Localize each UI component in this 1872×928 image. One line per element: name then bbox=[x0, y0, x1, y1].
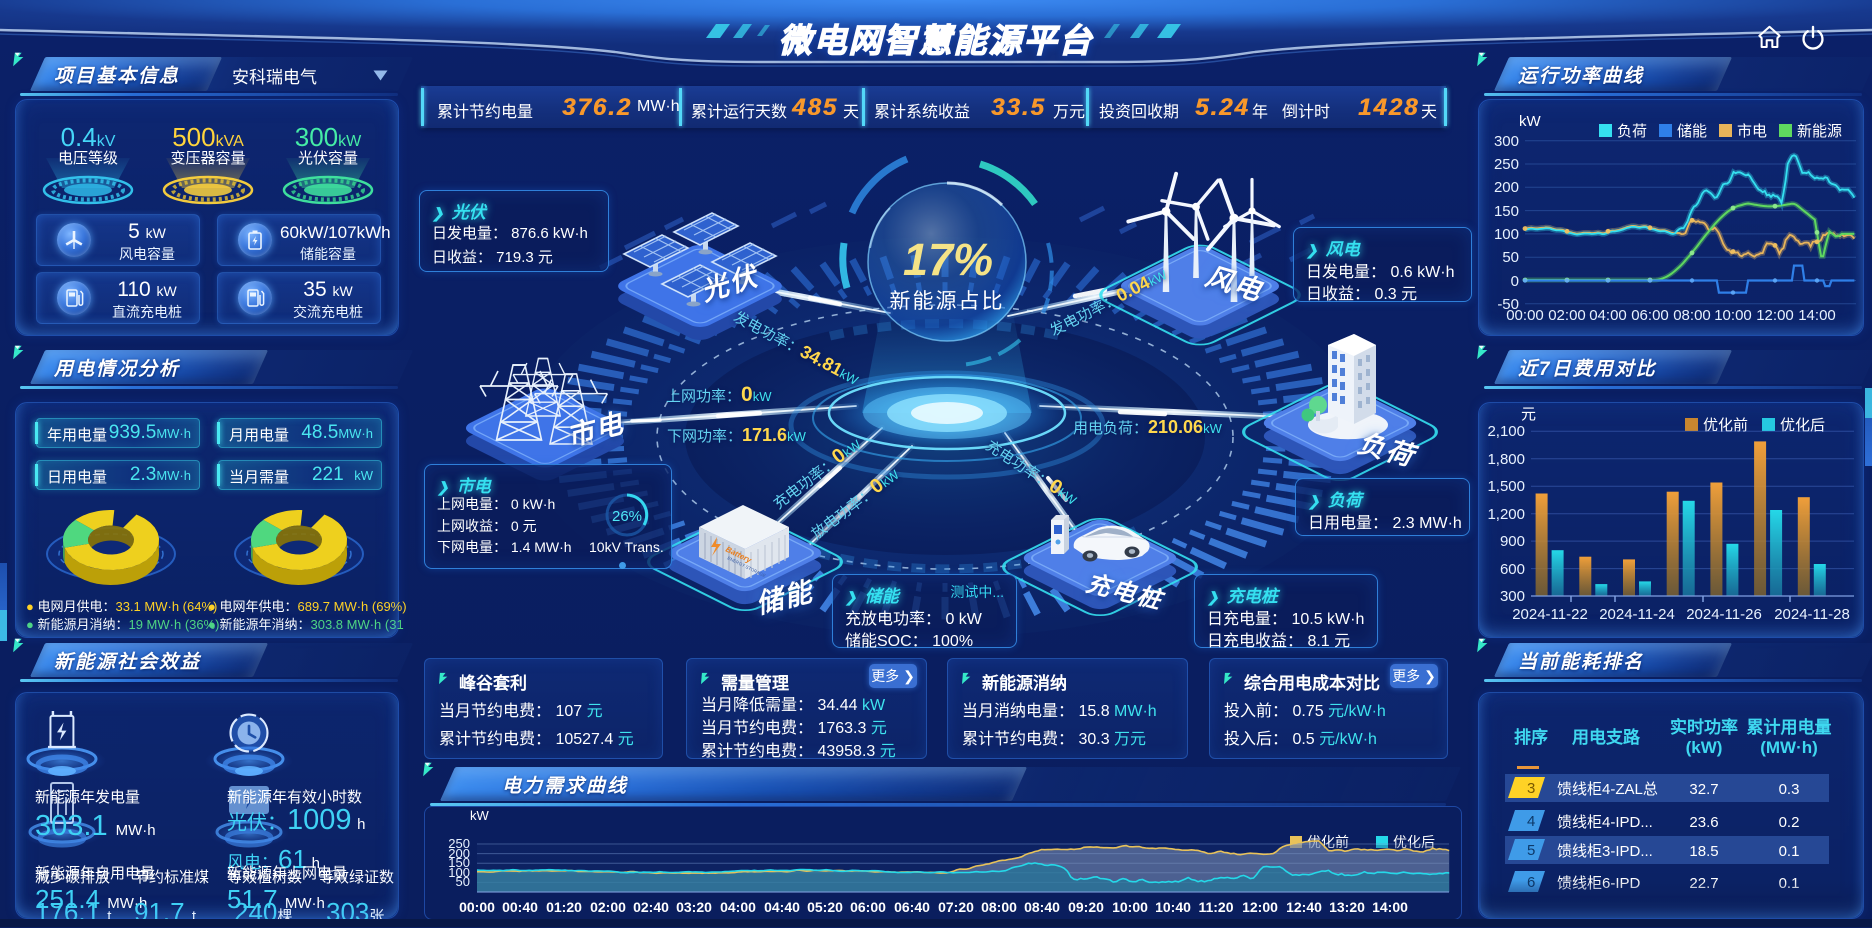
svg-text:储能: 储能 bbox=[1677, 123, 1707, 140]
svg-text:06:00: 06:00 bbox=[850, 899, 886, 915]
svg-text:优化前: 优化前 bbox=[1703, 417, 1748, 434]
svg-text:11:20: 11:20 bbox=[1198, 899, 1233, 915]
svg-text:元: 元 bbox=[1521, 406, 1536, 423]
svg-text:09:20: 09:20 bbox=[1068, 899, 1104, 915]
svg-text:1,800: 1,800 bbox=[1487, 451, 1525, 468]
svg-text:02:00: 02:00 bbox=[590, 899, 626, 915]
svg-text:01:20: 01:20 bbox=[546, 899, 582, 915]
svg-text:150: 150 bbox=[448, 855, 470, 870]
svg-text:馈线柜4-IPD...: 馈线柜4-IPD... bbox=[1557, 814, 1653, 831]
svg-text:0: 0 bbox=[1511, 273, 1519, 290]
svg-text:10:40: 10:40 bbox=[1155, 899, 1191, 915]
svg-text:08:40: 08:40 bbox=[1024, 899, 1060, 915]
svg-text:02:00: 02:00 bbox=[1548, 307, 1586, 324]
svg-text:3: 3 bbox=[1527, 780, 1535, 797]
svg-text:00:00: 00:00 bbox=[459, 899, 495, 915]
svg-text:02:40: 02:40 bbox=[633, 899, 669, 915]
svg-text:2024-11-24: 2024-11-24 bbox=[1599, 606, 1675, 623]
svg-text:17%: 17% bbox=[903, 234, 993, 285]
svg-text:12:00: 12:00 bbox=[1242, 899, 1278, 915]
svg-text:-50: -50 bbox=[1497, 296, 1519, 313]
svg-text:kW: kW bbox=[1519, 113, 1542, 130]
svg-text:23.6: 23.6 bbox=[1689, 814, 1718, 831]
svg-text:08:00: 08:00 bbox=[981, 899, 1017, 915]
svg-text:用电支路: 用电支路 bbox=[1572, 727, 1641, 747]
svg-text:1,200: 1,200 bbox=[1487, 506, 1525, 523]
svg-text:2,100: 2,100 bbox=[1487, 423, 1525, 440]
svg-text:新能源占比: 新能源占比 bbox=[890, 290, 1005, 313]
svg-text:10:00: 10:00 bbox=[1112, 899, 1148, 915]
svg-text:12:40: 12:40 bbox=[1286, 899, 1322, 915]
svg-text:18.5: 18.5 bbox=[1689, 843, 1718, 860]
svg-text:负荷: 负荷 bbox=[1617, 123, 1647, 140]
svg-text:(kW): (kW) bbox=[1686, 738, 1723, 757]
svg-text:06:40: 06:40 bbox=[894, 899, 930, 915]
svg-text:0.2: 0.2 bbox=[1779, 814, 1800, 831]
svg-text:2024-11-22: 2024-11-22 bbox=[1512, 606, 1588, 623]
svg-text:kW: kW bbox=[470, 808, 490, 823]
svg-text:100: 100 bbox=[1494, 226, 1519, 243]
svg-text:200: 200 bbox=[1494, 179, 1519, 196]
svg-text:04:00: 04:00 bbox=[720, 899, 756, 915]
svg-text:0.1: 0.1 bbox=[1779, 843, 1800, 860]
svg-text:04:00: 04:00 bbox=[1589, 307, 1627, 324]
svg-text:03:20: 03:20 bbox=[676, 899, 712, 915]
svg-text:10:00: 10:00 bbox=[1714, 307, 1752, 324]
svg-text:50: 50 bbox=[456, 874, 470, 889]
svg-text:新能源: 新能源 bbox=[1797, 123, 1842, 140]
svg-text:200: 200 bbox=[448, 846, 470, 861]
svg-text:优化后: 优化后 bbox=[1393, 834, 1435, 850]
svg-text:排序: 排序 bbox=[1514, 727, 1548, 747]
svg-text:32.7: 32.7 bbox=[1689, 781, 1718, 798]
svg-text:250: 250 bbox=[448, 836, 470, 851]
svg-text:300: 300 bbox=[1494, 133, 1519, 150]
svg-text:2024-11-26: 2024-11-26 bbox=[1686, 606, 1762, 623]
svg-text:50: 50 bbox=[1502, 249, 1519, 266]
svg-text:12:00: 12:00 bbox=[1756, 307, 1794, 324]
svg-text:900: 900 bbox=[1500, 533, 1525, 550]
svg-text:05:20: 05:20 bbox=[807, 899, 843, 915]
svg-text:实时功率: 实时功率 bbox=[1670, 717, 1738, 737]
svg-text:300: 300 bbox=[1500, 588, 1525, 605]
svg-text:(MW·h): (MW·h) bbox=[1760, 738, 1818, 757]
svg-text:1,500: 1,500 bbox=[1487, 478, 1525, 495]
svg-text:0.3: 0.3 bbox=[1779, 781, 1800, 798]
svg-text:07:20: 07:20 bbox=[938, 899, 974, 915]
svg-text:市电: 市电 bbox=[1737, 123, 1767, 140]
svg-text:150: 150 bbox=[1494, 203, 1519, 220]
svg-text:累计用电量: 累计用电量 bbox=[1747, 717, 1832, 737]
svg-text:100: 100 bbox=[448, 865, 470, 880]
svg-text:馈线柜4-ZAL总: 馈线柜4-ZAL总 bbox=[1557, 781, 1658, 798]
svg-text:馈线柜3-IPD...: 馈线柜3-IPD... bbox=[1557, 843, 1653, 860]
svg-text:优化后: 优化后 bbox=[1780, 417, 1825, 434]
svg-text:2024-11-28: 2024-11-28 bbox=[1774, 606, 1850, 623]
svg-text:4: 4 bbox=[1527, 813, 1535, 830]
svg-text:04:40: 04:40 bbox=[764, 899, 800, 915]
svg-text:00:40: 00:40 bbox=[502, 899, 538, 915]
svg-text:250: 250 bbox=[1494, 156, 1519, 173]
svg-text:14:00: 14:00 bbox=[1798, 307, 1836, 324]
svg-text:00:00: 00:00 bbox=[1506, 307, 1544, 324]
svg-text:06:00: 06:00 bbox=[1631, 307, 1669, 324]
svg-text:600: 600 bbox=[1500, 561, 1525, 578]
svg-text:26%: 26% bbox=[612, 508, 642, 525]
svg-text:14:00: 14:00 bbox=[1372, 899, 1408, 915]
svg-text:5: 5 bbox=[1527, 842, 1535, 859]
svg-text:13:20: 13:20 bbox=[1329, 899, 1365, 915]
svg-text:08:00: 08:00 bbox=[1673, 307, 1711, 324]
